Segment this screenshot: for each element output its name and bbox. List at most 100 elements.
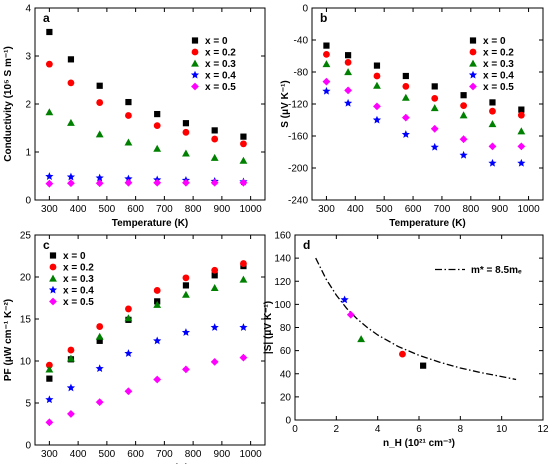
x-tick-label: 600	[405, 204, 422, 215]
legend-label: x = 0.3	[205, 59, 236, 70]
data-point	[66, 172, 76, 181]
series-3	[322, 86, 526, 167]
data-point	[357, 335, 366, 343]
legend-label: x = 0	[483, 36, 506, 47]
data-point	[517, 142, 526, 151]
legend-label: x = 0.2	[63, 263, 94, 274]
data-point	[373, 72, 381, 80]
legend: x = 0x = 0.2x = 0.3x = 0.4x = 0.5	[48, 251, 94, 308]
x-tick-label: 500	[376, 204, 393, 215]
data-point	[124, 138, 133, 146]
data-point	[239, 178, 248, 187]
data-point	[322, 86, 331, 95]
x-tick-label: 4	[375, 424, 381, 435]
y-tick-label: 3	[25, 52, 31, 63]
data-point	[153, 300, 162, 308]
y-tick-label: 40	[280, 369, 292, 380]
data-point	[95, 173, 104, 182]
y-tick-label: -160	[288, 132, 308, 143]
data-point	[67, 346, 75, 354]
data-point	[372, 115, 382, 124]
data-point	[489, 107, 496, 115]
data-point	[344, 59, 352, 66]
data-point	[489, 99, 496, 106]
data-point	[459, 135, 468, 144]
data-point	[95, 130, 104, 138]
data-point	[430, 104, 439, 112]
fit-curve	[315, 257, 517, 381]
panel-b: b 300 400 500 600 700 800 900 1000 0 -40 -80 -120 -16…	[280, 4, 544, 229]
data-point	[45, 60, 53, 68]
data-point	[460, 102, 467, 109]
y-tick-label: -80	[294, 68, 309, 79]
data-point	[240, 140, 247, 148]
data-point	[182, 120, 190, 127]
y-tick-label: 20	[280, 392, 292, 403]
legend-marker	[191, 82, 199, 91]
data-point	[459, 150, 468, 159]
data-point	[154, 110, 161, 118]
data-point	[210, 284, 219, 292]
y-tick-label: 25	[20, 231, 32, 242]
legend-marker	[49, 274, 57, 282]
data-point	[401, 113, 410, 122]
legend-label: x = 0.5	[205, 82, 236, 93]
legend: x = 0x = 0.2x = 0.3x = 0.4x = 0.5	[468, 36, 514, 93]
data-point	[322, 77, 331, 86]
data-point	[182, 282, 190, 289]
y-tick-label: -40	[294, 36, 309, 47]
y-tick-label: 160	[274, 231, 291, 242]
series-4	[45, 178, 248, 188]
x-tick-label: 400	[70, 204, 87, 215]
data-point	[399, 350, 406, 358]
x-tick-label: 800	[462, 204, 479, 215]
x-tick-label: 800	[185, 449, 202, 460]
data-point	[373, 81, 381, 89]
legend-label: x = 0.5	[483, 82, 514, 93]
x-tick-label: 400	[347, 204, 364, 215]
legend-label: m* = 8.5mₑ	[471, 265, 522, 276]
legend-marker	[48, 285, 58, 294]
data-point	[67, 56, 75, 63]
data-point	[182, 178, 190, 187]
series-4	[322, 77, 526, 151]
y-tick-label: 4	[25, 4, 31, 15]
y-axis-label: S (μV K⁻¹)	[280, 80, 291, 128]
data-point	[67, 179, 75, 188]
data-point	[402, 72, 409, 80]
y-tick-label: -240	[288, 196, 308, 207]
series-1	[45, 60, 247, 148]
data-point	[210, 323, 219, 331]
data-point	[420, 362, 427, 369]
data-point	[240, 133, 247, 140]
legend-label: x = 0.2	[483, 48, 514, 59]
x-axis-label: n_H (10²¹ cm⁻³)	[383, 438, 455, 449]
legend-marker	[49, 297, 57, 306]
y-tick-label: 20	[20, 273, 32, 284]
x-tick-label: 900	[214, 449, 231, 460]
legend-label: x = 0	[63, 251, 86, 262]
plot-frame	[294, 234, 544, 421]
y-tick-label: 0	[285, 416, 291, 427]
x-axis-label: Temperature (K)	[389, 218, 466, 229]
data-point	[45, 361, 53, 369]
data-point	[153, 287, 161, 294]
data-point	[125, 112, 132, 119]
legend-label: x = 0	[205, 36, 228, 47]
data-point	[239, 275, 248, 283]
data-point	[67, 118, 75, 126]
legend-marker	[49, 252, 57, 259]
y-tick-label: -200	[288, 164, 308, 175]
data-point	[211, 127, 218, 134]
x-tick-label: 900	[214, 204, 231, 215]
data-point	[95, 332, 104, 340]
data-point	[323, 51, 330, 58]
legend-marker	[191, 59, 199, 67]
y-tick-label: 0	[302, 4, 308, 15]
data-point	[67, 410, 75, 418]
data-point	[45, 395, 54, 404]
x-tick-label: 300	[318, 204, 335, 215]
data-point	[96, 323, 104, 330]
data-point	[346, 310, 355, 319]
y-axis-label: Conductivity (10⁵ S m⁻¹)	[3, 46, 14, 162]
